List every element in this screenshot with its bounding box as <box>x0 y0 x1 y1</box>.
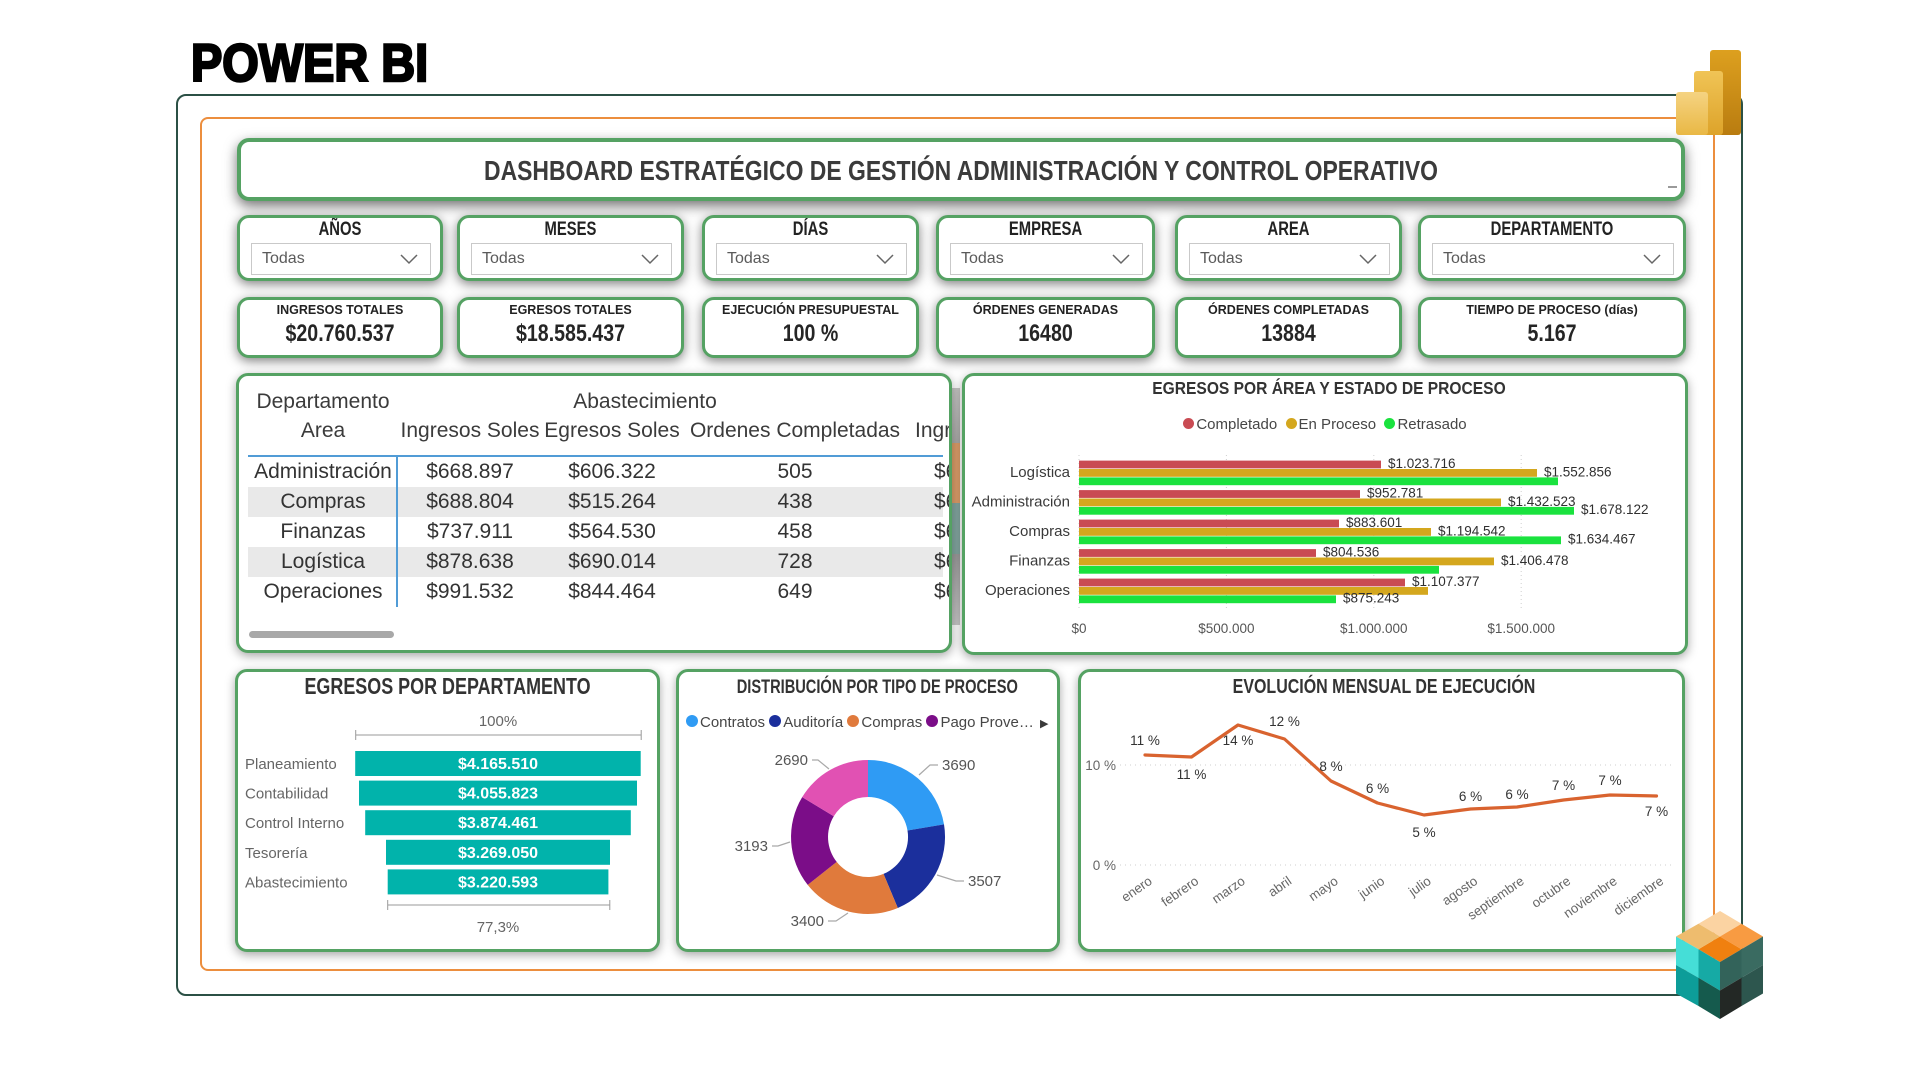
svg-text:febrero: febrero <box>1158 873 1201 909</box>
svg-text:enero: enero <box>1118 873 1154 905</box>
svg-text:6 %: 6 % <box>1505 787 1528 802</box>
svg-text:$1.023.716: $1.023.716 <box>1388 456 1456 471</box>
svg-text:11 %: 11 % <box>1130 733 1160 748</box>
svg-text:Finanzas: Finanzas <box>1009 553 1070 570</box>
svg-text:diciembre: diciembre <box>1611 873 1666 918</box>
svg-text:3193: 3193 <box>735 838 768 855</box>
svg-text:100%: 100% <box>479 713 517 730</box>
svg-text:Administración: Administración <box>972 494 1070 511</box>
svg-text:3400: 3400 <box>791 913 824 930</box>
svg-text:Operaciones: Operaciones <box>985 582 1070 599</box>
svg-text:$883.601: $883.601 <box>1346 515 1402 530</box>
svg-text:77,3%: 77,3% <box>477 919 520 936</box>
svg-text:$1.107.377: $1.107.377 <box>1412 574 1480 589</box>
svg-text:Planeamiento: Planeamiento <box>245 756 337 773</box>
svg-text:$1.432.523: $1.432.523 <box>1508 494 1576 509</box>
svg-text:8 %: 8 % <box>1319 759 1342 774</box>
svg-text:junio: junio <box>1355 873 1387 902</box>
svg-text:12 %: 12 % <box>1269 714 1300 729</box>
svg-text:Compras: Compras <box>1009 523 1070 540</box>
svg-text:10 %: 10 % <box>1085 758 1116 773</box>
svg-text:$804.536: $804.536 <box>1323 544 1379 559</box>
svg-text:Logística: Logística <box>1010 464 1071 481</box>
svg-text:5 %: 5 % <box>1412 825 1435 840</box>
svg-text:$1.194.542: $1.194.542 <box>1438 523 1506 538</box>
svg-text:marzo: marzo <box>1209 873 1248 906</box>
svg-text:0 %: 0 % <box>1093 858 1116 873</box>
svg-text:$4.055.823: $4.055.823 <box>458 786 538 803</box>
svg-text:$1.406.478: $1.406.478 <box>1501 553 1569 568</box>
svg-text:julio: julio <box>1405 873 1434 899</box>
svg-text:6 %: 6 % <box>1459 789 1482 804</box>
svg-text:3690: 3690 <box>942 757 975 774</box>
svg-text:6 %: 6 % <box>1366 781 1389 796</box>
svg-text:$1.634.467: $1.634.467 <box>1568 532 1636 547</box>
svg-text:$500.000: $500.000 <box>1198 621 1254 636</box>
svg-text:Abastecimiento: Abastecimiento <box>245 874 348 891</box>
svg-text:Control Interno: Control Interno <box>245 815 344 832</box>
svg-text:$3.220.593: $3.220.593 <box>458 874 538 891</box>
svg-text:7 %: 7 % <box>1645 804 1668 819</box>
svg-text:$0: $0 <box>1071 621 1086 636</box>
svg-text:mayo: mayo <box>1306 873 1341 904</box>
svg-text:$875.243: $875.243 <box>1343 591 1399 606</box>
svg-text:Tesorería: Tesorería <box>245 845 308 862</box>
svg-text:2690: 2690 <box>775 752 808 769</box>
svg-text:abril: abril <box>1265 873 1294 900</box>
svg-text:3507: 3507 <box>968 873 1001 890</box>
svg-text:Contabilidad: Contabilidad <box>245 786 328 803</box>
svg-text:$4.165.510: $4.165.510 <box>458 756 538 773</box>
svg-text:$1.552.856: $1.552.856 <box>1544 464 1612 479</box>
svg-text:7 %: 7 % <box>1598 773 1621 788</box>
svg-text:11 %: 11 % <box>1177 767 1207 782</box>
svg-text:7 %: 7 % <box>1552 778 1575 793</box>
svg-text:$1.500.000: $1.500.000 <box>1487 621 1555 636</box>
svg-text:$952.781: $952.781 <box>1367 485 1423 500</box>
svg-text:14 %: 14 % <box>1223 733 1254 748</box>
svg-text:$3.269.050: $3.269.050 <box>458 845 538 862</box>
svg-text:$3.874.461: $3.874.461 <box>458 815 538 832</box>
svg-text:$1.000.000: $1.000.000 <box>1340 621 1408 636</box>
svg-text:$1.678.122: $1.678.122 <box>1581 502 1649 517</box>
